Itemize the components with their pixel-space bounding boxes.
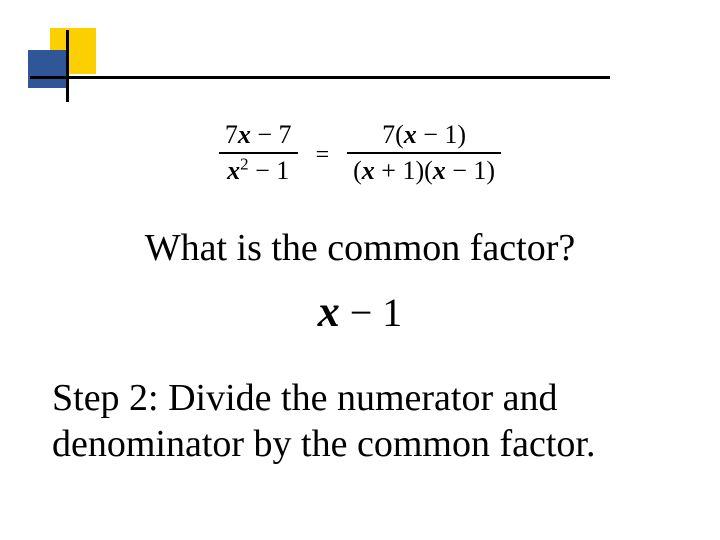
var-x: x xyxy=(433,156,446,185)
slide-bullet-decor xyxy=(28,28,112,88)
answer-tail: − 1 xyxy=(340,290,403,335)
num-lead: 7( xyxy=(382,120,404,149)
left-numerator: 7x − 7 xyxy=(219,120,298,152)
answer-expression: x − 1 xyxy=(0,286,720,337)
var-x: x xyxy=(238,120,251,149)
coef: 7 xyxy=(225,120,238,149)
den-mid: + 1)( xyxy=(375,156,433,185)
step-instruction: Step 2: Divide the numerator and denomin… xyxy=(52,376,672,467)
horizontal-rule xyxy=(30,76,610,79)
blue-square xyxy=(28,50,66,88)
den-lead: ( xyxy=(353,156,362,185)
var-x: x xyxy=(318,287,340,336)
left-denominator: x2 − 1 xyxy=(219,152,298,186)
vertical-rule xyxy=(66,30,69,102)
den-tail: − 1 xyxy=(249,156,290,185)
question-text: What is the common factor? xyxy=(0,226,720,270)
var-x: x xyxy=(362,156,375,185)
right-numerator: 7(x − 1) xyxy=(347,120,501,152)
num-tail: − 7 xyxy=(251,120,292,149)
var-x: x xyxy=(404,120,417,149)
num-tail: − 1) xyxy=(417,120,466,149)
equation: 7x − 7 x2 − 1 = 7(x − 1) (x + 1)(x − 1) xyxy=(0,120,720,186)
var-x: x xyxy=(227,156,240,185)
right-denominator: (x + 1)(x − 1) xyxy=(347,152,501,186)
exponent: 2 xyxy=(240,154,248,173)
fraction-right: 7(x − 1) (x + 1)(x − 1) xyxy=(347,120,501,186)
fraction-left: 7x − 7 x2 − 1 xyxy=(219,120,298,186)
equals-sign: = xyxy=(316,142,330,169)
den-tail: − 1) xyxy=(446,156,495,185)
